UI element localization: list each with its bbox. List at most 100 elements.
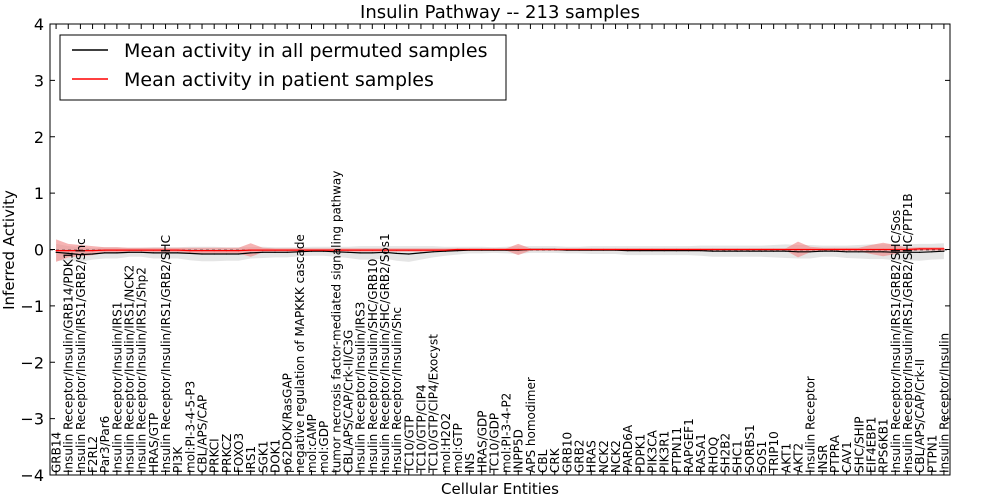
data-point-permuted (104, 252, 106, 254)
data-point-patient (943, 248, 945, 250)
data-point-patient (700, 248, 702, 251)
x-tick-label: Insulin Receptor/Insulin/IRS1/GRB2/SHC/S… (889, 210, 903, 473)
data-point-permuted (371, 252, 373, 254)
data-point-patient (250, 249, 252, 251)
data-point-patient (554, 248, 556, 251)
x-tick-label: HRAS/GTP (147, 413, 161, 473)
x-tick-label: Insulin Receptor/Insulin/IRS1/NCK2 (123, 265, 137, 473)
x-tick-label: PIK3CA (646, 429, 660, 473)
data-point-patient (286, 249, 288, 251)
data-point-patient (639, 248, 641, 251)
data-point-permuted (116, 252, 118, 254)
data-point-permuted (262, 251, 264, 253)
data-point-patient (505, 248, 507, 251)
x-tick-label: SHC1 (731, 440, 745, 473)
data-point-patient (493, 248, 495, 251)
data-point-patient (298, 249, 300, 251)
y-tick-label: 0 (34, 241, 44, 260)
data-point-patient (128, 249, 130, 251)
x-tick-label: NCK2 (597, 440, 611, 473)
chart-title: Insulin Pathway -- 213 samples (360, 2, 640, 23)
data-point-permuted (773, 250, 775, 252)
data-point-patient (712, 248, 714, 251)
data-point-permuted (639, 250, 641, 252)
x-tick-label: TC10/GTP/CIP4 (414, 384, 428, 474)
data-point-permuted (408, 253, 410, 255)
data-point-patient (164, 249, 167, 251)
data-point-permuted (250, 252, 252, 254)
data-point-permuted (736, 250, 738, 252)
x-tick-label: INPP5D (512, 429, 526, 473)
data-point-patient (237, 250, 240, 252)
y-axis-label: Inferred Activity (0, 190, 18, 310)
data-point-patient (627, 248, 629, 251)
data-point-patient (92, 250, 94, 252)
x-tick-label: IRS1 (244, 446, 258, 473)
x-tick-label: SORBS1 (743, 424, 757, 473)
data-point-permuted (152, 252, 154, 254)
legend-box (59, 34, 507, 101)
data-point-permuted (919, 251, 921, 253)
data-point-patient (177, 249, 179, 251)
data-point-patient (189, 250, 191, 252)
data-point-permuted (785, 250, 787, 252)
x-tick-label: Insulin Receptor/Insulin/Shc (390, 307, 404, 473)
x-tick-label: Insulin Receptor/Insulin/IRS1/GRB2/SHC/P… (901, 193, 915, 473)
data-point-patient (906, 248, 909, 251)
data-point-patient (408, 249, 410, 251)
data-point-permuted (858, 251, 860, 253)
x-tick-label: mol:GTP (451, 423, 465, 473)
x-tick-label: mol:PI-3-4-5-P3 (183, 381, 197, 473)
x-tick-label: GRB14 (50, 432, 64, 473)
x-tick-label: Insulin Receptor/Insulin (937, 333, 951, 473)
data-point-permuted (675, 250, 678, 252)
x-tick-label: GRB10 (560, 432, 574, 473)
x-tick-label: CBL/APS/CAP/Crk-II (913, 359, 927, 473)
data-point-patient (432, 249, 434, 251)
data-point-patient (870, 248, 872, 251)
data-point-permuted (55, 251, 57, 253)
data-point-patient (919, 248, 921, 250)
data-point-permuted (383, 251, 386, 253)
data-point-permuted (420, 252, 422, 254)
series-lines (55, 248, 945, 256)
x-tick-label: EIF4EBP1 (864, 417, 878, 473)
x-tick-label: HRAS (585, 440, 599, 473)
x-tick-label: TC10/GTP/CIP4/Exocyst (427, 334, 441, 474)
data-point-permuted (310, 250, 313, 252)
data-point-permuted (189, 252, 191, 254)
data-point-permuted (687, 250, 690, 252)
data-point-permuted (809, 251, 811, 253)
data-point-permuted (712, 250, 714, 252)
data-point-permuted (627, 250, 629, 252)
data-point-patient (274, 249, 276, 251)
data-point-permuted (846, 251, 848, 253)
x-tick-label: mol:H2O2 (439, 413, 453, 473)
x-tick-label: PIK3R1 (658, 431, 672, 473)
x-tick-label: PTPN11 (670, 427, 684, 473)
x-tick-label: SGK1 (256, 441, 270, 473)
x-tick-label: CBL/APS/CAP (196, 395, 210, 473)
x-tick-label: TC10/GTP (402, 415, 416, 474)
data-point-patient (894, 248, 896, 251)
x-tick-label: Insulin Receptor/Insulin/IRS1 (110, 302, 124, 473)
series-line-patient (56, 248, 944, 252)
data-point-permuted (797, 251, 799, 253)
data-point-permuted (663, 250, 665, 252)
data-point-patient (225, 250, 227, 252)
y-axis-ticks: −4 −3 −2 −1 0 1 2 3 4 (20, 15, 950, 485)
data-point-patient (846, 248, 848, 251)
x-tick-label: Insulin Receptor/Insulin/IRS1/GRB2/Shc (74, 238, 88, 473)
x-tick-label: Par3/Par6 (98, 416, 112, 473)
data-point-patient (675, 248, 678, 251)
data-point-permuted (140, 251, 142, 253)
data-point-patient (821, 248, 823, 251)
data-point-patient (116, 249, 118, 251)
x-tick-label: mol:cAMP (305, 414, 319, 473)
data-point-patient (578, 248, 580, 251)
data-point-patient (748, 248, 750, 251)
y-tick-label: 2 (34, 128, 44, 147)
x-tick-label: SHC/SHIP (852, 417, 866, 473)
x-tick-label: INSR (816, 445, 830, 473)
